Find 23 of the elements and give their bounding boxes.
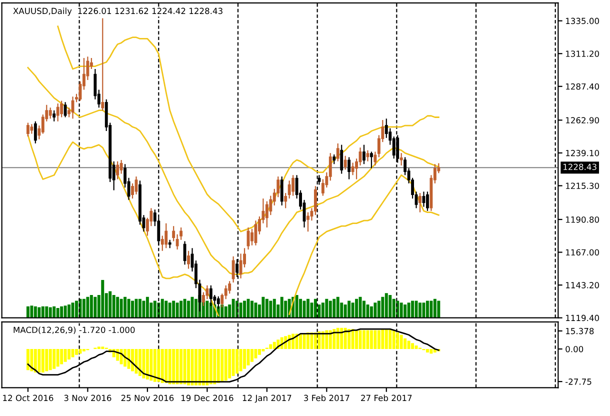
y-tick-label: -27.75 bbox=[566, 378, 592, 385]
y-tick-label: 0.00 bbox=[566, 346, 584, 352]
x-tick-label: 3 Nov 2016 bbox=[64, 394, 112, 402]
y-tick-label: 1143.20 bbox=[566, 282, 599, 288]
x-tick-label: 19 Dec 2016 bbox=[181, 394, 234, 402]
y-tick-label: 1287.40 bbox=[566, 83, 599, 90]
y-tick-label: 1239.10 bbox=[566, 150, 599, 156]
y-tick-label: 1190.80 bbox=[566, 216, 599, 223]
chart-title: MACD(12,26,9) -1.720 -1.000 bbox=[14, 326, 135, 334]
x-tick-label: 27 Feb 2017 bbox=[361, 394, 412, 402]
y-tick-label: 1119.40 bbox=[566, 314, 599, 322]
text: XAUUSD,Daily 1226.01 1231.62 1224.42 1228.43 bbox=[13, 8, 222, 16]
ref-line-label: 1228.43 bbox=[564, 164, 596, 170]
y-tick-label: 15.378 bbox=[566, 328, 594, 334]
x-tick-label: 12 Oct 2016 bbox=[3, 394, 54, 402]
y-tick-label: 1335.00 bbox=[566, 18, 599, 24]
y-tick-label: 1311.20 bbox=[566, 50, 599, 57]
x-tick-label: 25 Nov 2016 bbox=[121, 394, 174, 402]
y-tick-label: 1167.00 bbox=[566, 249, 599, 256]
x-tick-label: 12 Jan 2017 bbox=[242, 394, 292, 403]
y-tick-label: 1215.30 bbox=[566, 182, 599, 189]
x-tick-label: 3 Feb 2017 bbox=[304, 394, 350, 402]
y-tick-label: 1262.90 bbox=[566, 117, 599, 124]
